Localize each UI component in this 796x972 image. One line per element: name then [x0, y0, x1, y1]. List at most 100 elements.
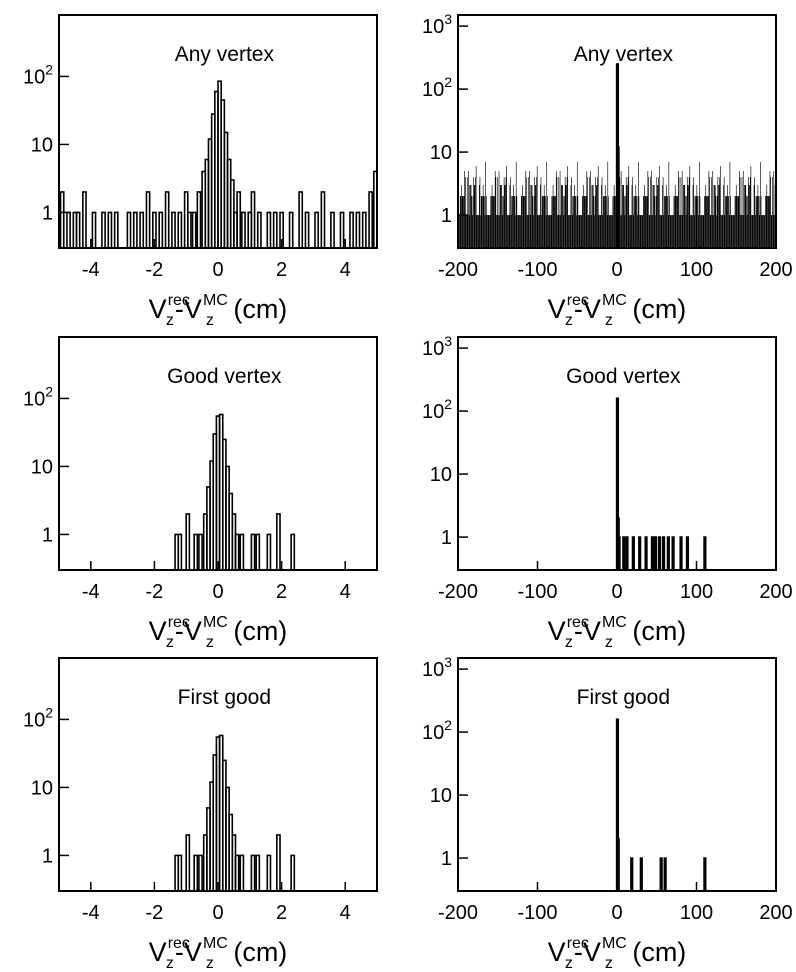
y-tick-label: 102 [422, 396, 452, 423]
histogram-bin [577, 196, 579, 248]
histogram-bin [549, 215, 551, 248]
panel-title: Good vertex [566, 365, 681, 388]
histogram-bin [696, 185, 698, 248]
histogram-bin [462, 196, 464, 248]
histogram-bin [561, 185, 562, 248]
histogram-bin [587, 177, 588, 248]
histogram-bin [633, 196, 635, 248]
histogram-bin [590, 215, 592, 248]
histogram-panel-2: -200 -100 0 100 200 1 10 102 103 Any vertex Vrec z-… [422, 11, 793, 329]
histogram-bin [527, 177, 529, 248]
histogram-bin [186, 211, 192, 248]
histogram-bin [590, 171, 591, 248]
histogram-bin [720, 166, 721, 248]
histogram-bin [479, 177, 481, 248]
histogram-bin [752, 215, 754, 248]
histogram-bin [484, 215, 486, 248]
histogram-bin [594, 215, 595, 248]
histogram-bin [470, 185, 472, 248]
histogram-bin [239, 533, 245, 570]
histogram-bin [612, 196, 614, 248]
histogram-bin [639, 215, 640, 248]
histogram-bin [625, 177, 627, 248]
histogram-bin [730, 196, 731, 248]
x-tick-label: -2 [146, 902, 164, 924]
histogram-bin [726, 196, 728, 248]
histogram-panel-5: -4 -2 0 2 4 1 10 102 First good Vrec z-VMC z (cm) [23, 657, 378, 972]
histogram-bin [653, 185, 654, 248]
histogram-bin [768, 196, 770, 248]
histogram-bin [512, 196, 514, 248]
histogram-bin [132, 211, 138, 248]
histogram-bin [288, 211, 294, 248]
histogram-bin [648, 177, 649, 248]
histogram-bin [82, 191, 87, 248]
histogram-bin [493, 196, 495, 248]
histogram-bin [697, 196, 698, 248]
histogram-bin [694, 196, 696, 248]
histogram-bin [236, 191, 242, 248]
histogram-bin [643, 196, 644, 248]
histogram-bin [534, 177, 535, 248]
histogram-bin [552, 185, 554, 248]
histogram-bin [578, 215, 579, 248]
histogram-bin [609, 215, 611, 248]
histogram-bin [512, 196, 513, 248]
histogram-bin [695, 196, 697, 248]
histogram-bin [465, 215, 467, 248]
histogram-bin [635, 185, 637, 248]
histogram-bin [685, 196, 686, 248]
x-tick-label: 0 [212, 259, 223, 281]
histogram-bin [593, 196, 595, 248]
histogram-bin [586, 171, 588, 248]
histogram-bin [664, 196, 665, 248]
histogram-bin [485, 161, 486, 248]
histogram-bin [531, 185, 532, 248]
histogram-bin [533, 215, 534, 248]
histogram-bin [759, 215, 761, 248]
y-tick-label: 102 [23, 383, 53, 410]
histogram-bin [480, 196, 482, 248]
histogram-bin [638, 536, 642, 570]
histogram-bin [748, 185, 750, 248]
histogram-bin [561, 185, 563, 248]
x-tick-label: 100 [680, 581, 713, 603]
histogram-bin [185, 834, 191, 891]
histogram-bin [361, 211, 367, 248]
histogram-bin [489, 215, 490, 248]
histogram-bin [473, 177, 474, 248]
histogram-bin [464, 177, 466, 248]
histogram-bin [589, 177, 590, 248]
histogram-bin [250, 854, 256, 891]
histogram-bin [700, 215, 701, 248]
histogram-bin [642, 215, 644, 248]
histogram-bin [545, 215, 547, 248]
y-tick-label: 103 [422, 11, 452, 38]
histogram-bin [266, 211, 272, 248]
histogram-bin [604, 185, 606, 248]
histogram-bin [185, 513, 191, 570]
histogram-bin [492, 196, 493, 248]
histogram-bin [563, 215, 565, 248]
histogram-bin [477, 215, 479, 248]
histogram-bin [540, 177, 542, 248]
histogram-bin [658, 166, 660, 248]
histogram-bin [461, 185, 462, 248]
histogram-bin [525, 171, 527, 248]
y-tick-label: 10 [31, 777, 53, 799]
histogram-bin [538, 215, 539, 248]
histogram-bin [634, 196, 636, 248]
histogram-bin [631, 185, 633, 248]
histogram-bin [668, 161, 670, 248]
histogram-bin [509, 185, 511, 248]
histogram-bin [91, 211, 97, 248]
histogram-bin [598, 215, 600, 248]
histogram-bin [672, 215, 674, 248]
histogram-bin [576, 215, 577, 248]
histogram-bin [234, 533, 240, 570]
histogram-bin [727, 185, 728, 248]
histogram-bin [516, 196, 518, 248]
histogram-bin [538, 215, 540, 248]
y-tick-label: 102 [422, 717, 452, 744]
